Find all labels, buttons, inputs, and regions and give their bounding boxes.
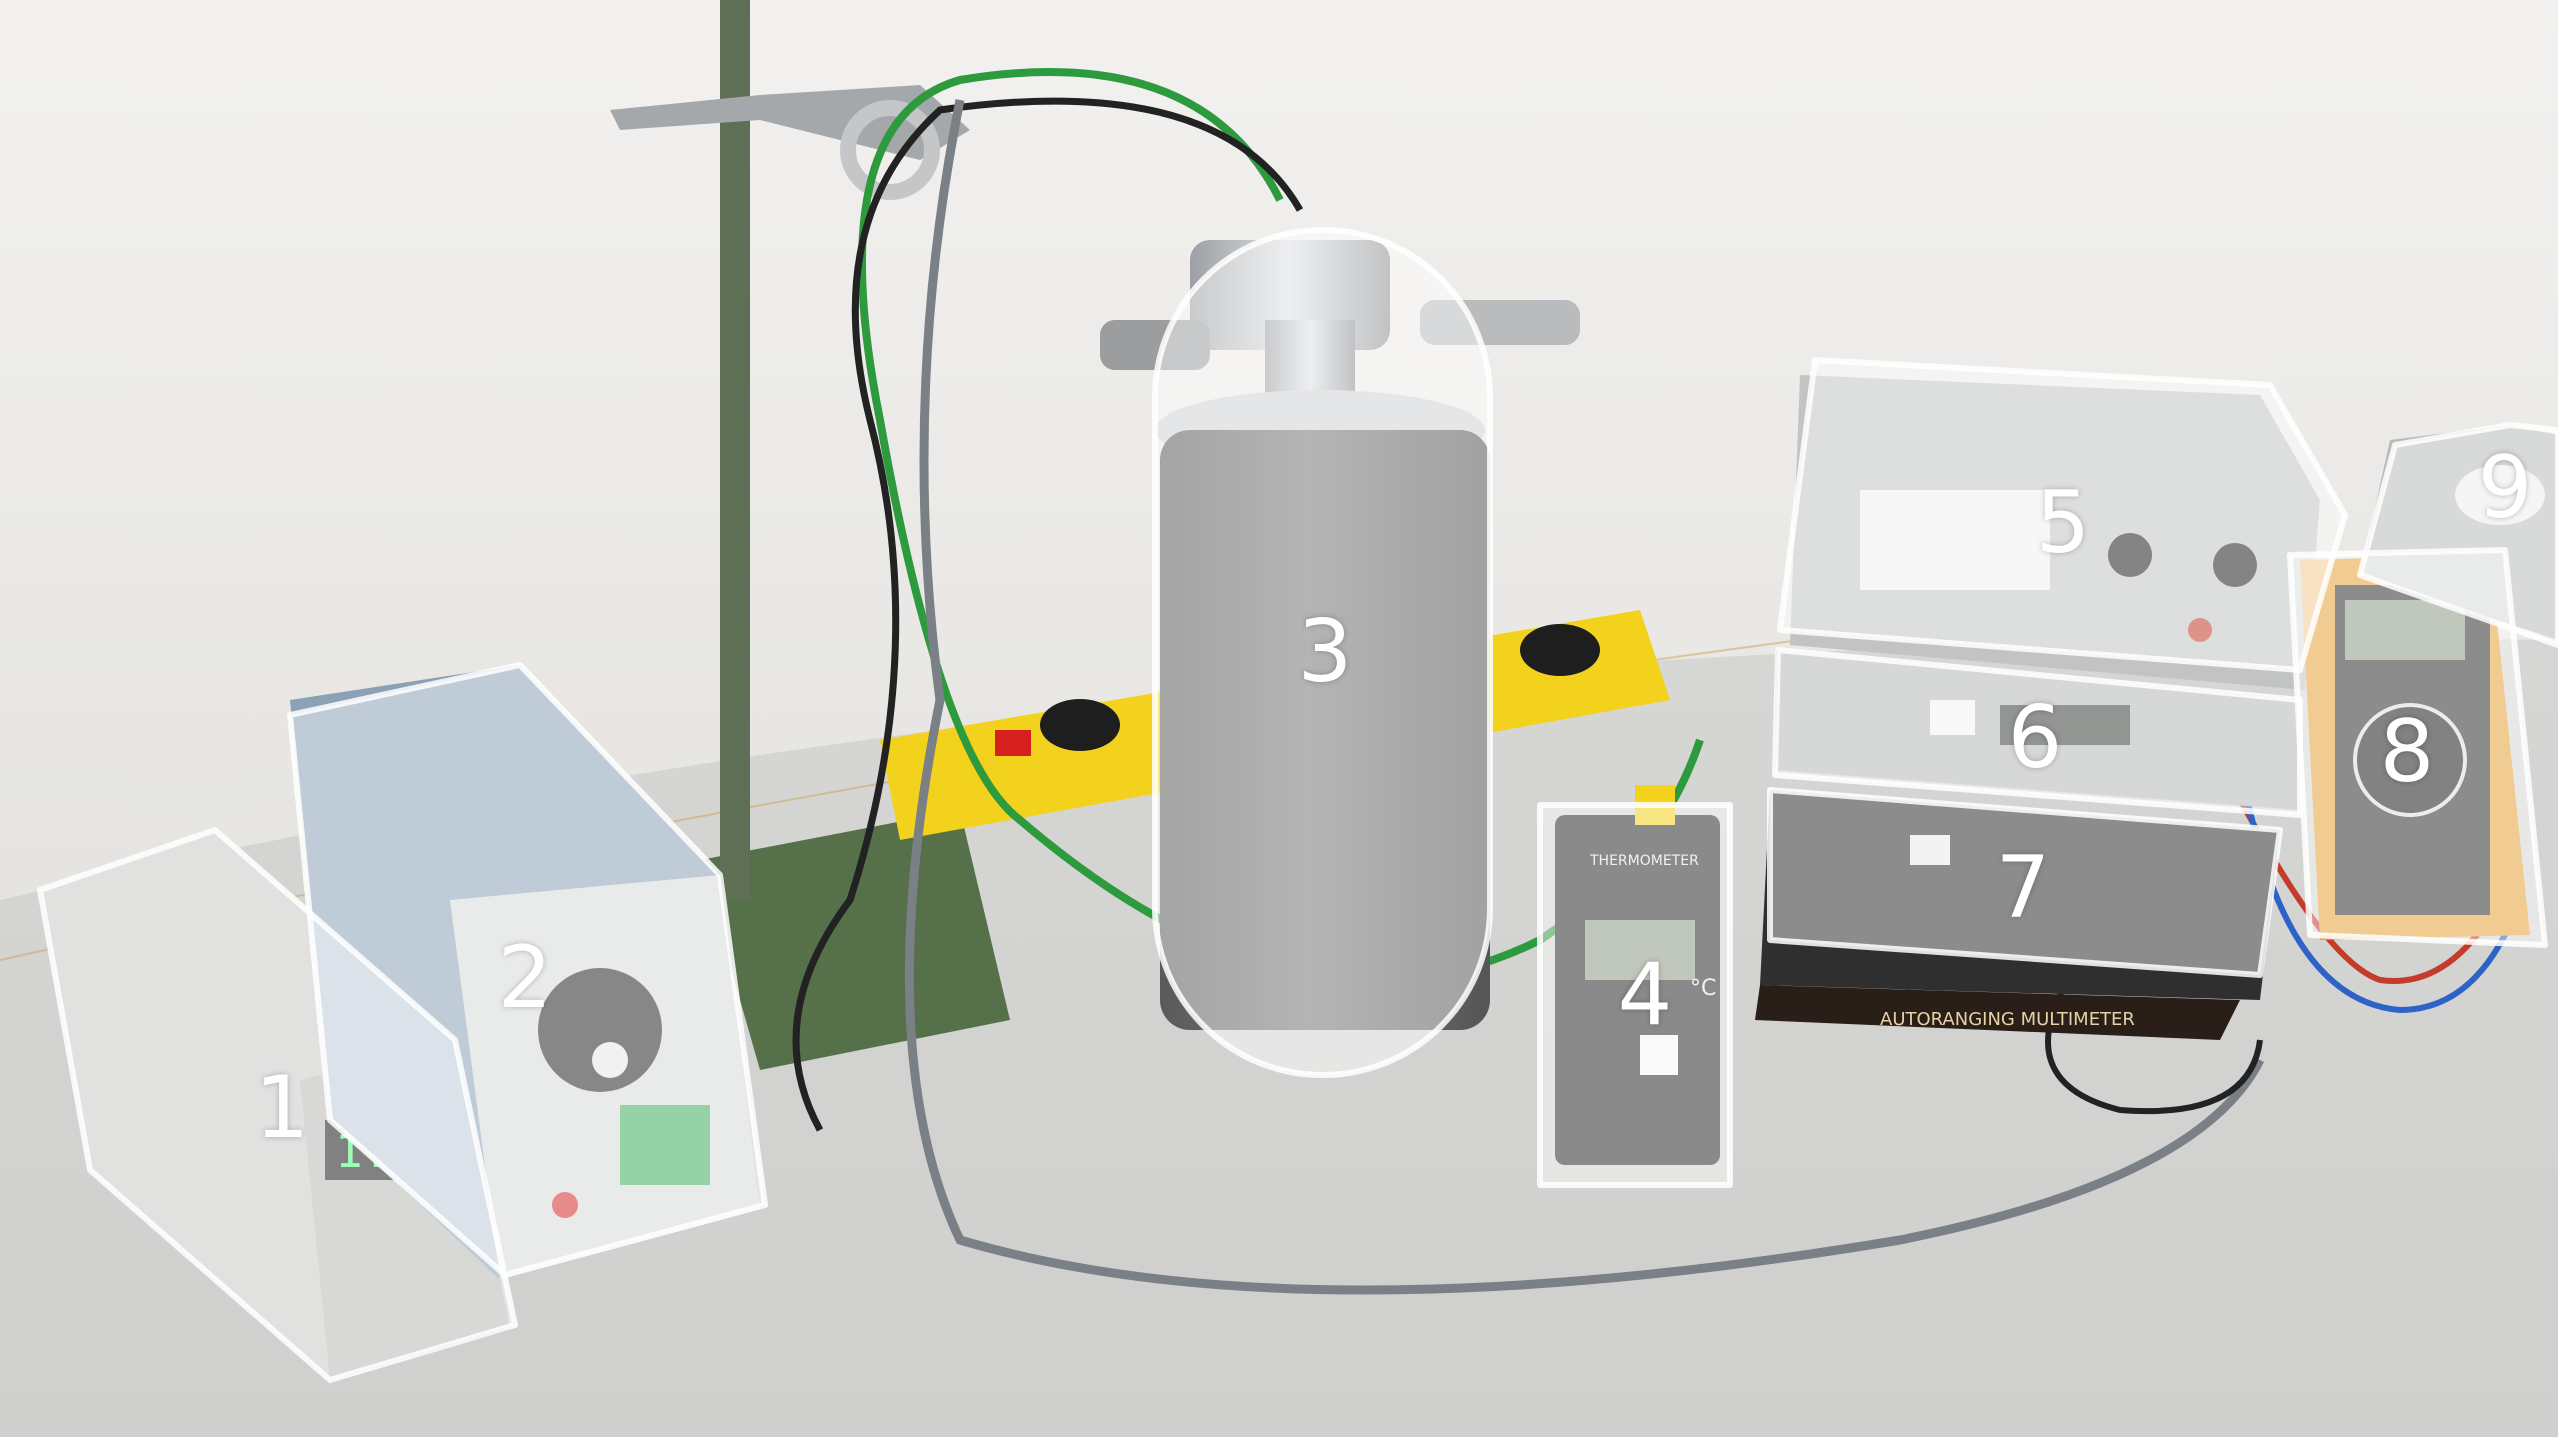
device-6-display — [2000, 705, 2130, 745]
device-label-8: 8 — [2379, 702, 2435, 802]
device-label-5: 5 — [2035, 473, 2091, 573]
power-socket — [1520, 624, 1600, 676]
overlay-4 — [1537, 802, 1733, 1188]
device-2-knob — [538, 968, 662, 1092]
device-2-terminals — [620, 1105, 710, 1185]
device-9-lens — [2455, 465, 2545, 525]
highlight-overlays — [37, 227, 2558, 1383]
device-2-red-button — [552, 1192, 578, 1218]
device-7-sticker — [1910, 835, 1950, 865]
device-7-label: AUTORANGING MULTIMETER — [1880, 1009, 2135, 1030]
stand-base — [700, 810, 1010, 1070]
device-4-sticker — [1640, 1035, 1678, 1075]
device-label-4: 4 — [1617, 945, 1673, 1045]
clamp-ring — [840, 100, 940, 200]
device-label-9: 9 — [2477, 438, 2533, 538]
device-4-label: THERMOMETER — [1589, 853, 1699, 869]
device-5-knob — [2108, 533, 2152, 577]
overlay-6 — [1772, 647, 2303, 818]
cryostat-body — [1160, 430, 1490, 1030]
overlay-1 — [37, 827, 518, 1383]
cryostat-valve-right — [1420, 300, 1580, 345]
cryostat-valve-left — [1100, 320, 1210, 370]
device-label-1: 1 — [254, 1058, 310, 1158]
device-label-3: 3 — [1297, 602, 1353, 702]
overlay-2 — [287, 662, 768, 1278]
device-label-6: 6 — [2007, 688, 2063, 788]
device-label-2: 2 — [497, 928, 553, 1028]
device-2-knob-cap — [592, 1042, 628, 1078]
overlay-8 — [2287, 547, 2548, 948]
overlay-9 — [2357, 422, 2558, 648]
device-5-meter — [1860, 490, 2050, 590]
device-5-terminal — [2188, 618, 2212, 642]
stand-rod — [720, 0, 750, 900]
device-4-unit: °C — [1690, 976, 1716, 1001]
power-switch — [995, 730, 1031, 756]
device-8-display — [2345, 600, 2465, 660]
device-label-7: 7 — [1995, 838, 2051, 938]
device-4-display — [1585, 920, 1695, 980]
overlay-3 — [1152, 227, 1493, 1078]
power-socket — [1040, 699, 1120, 751]
device-7-base — [1755, 985, 2240, 1040]
overlay-5 — [1777, 357, 2348, 673]
device-8-dial — [2353, 703, 2467, 817]
device-6-sticker — [1930, 700, 1975, 735]
device-4-body — [1555, 815, 1720, 1165]
device-5-knob — [2213, 543, 2257, 587]
overlay-7 — [1767, 787, 2283, 978]
device-5-body — [1790, 375, 2320, 690]
cable-black — [792, 97, 1304, 1132]
cable-grey — [904, 99, 2265, 1295]
